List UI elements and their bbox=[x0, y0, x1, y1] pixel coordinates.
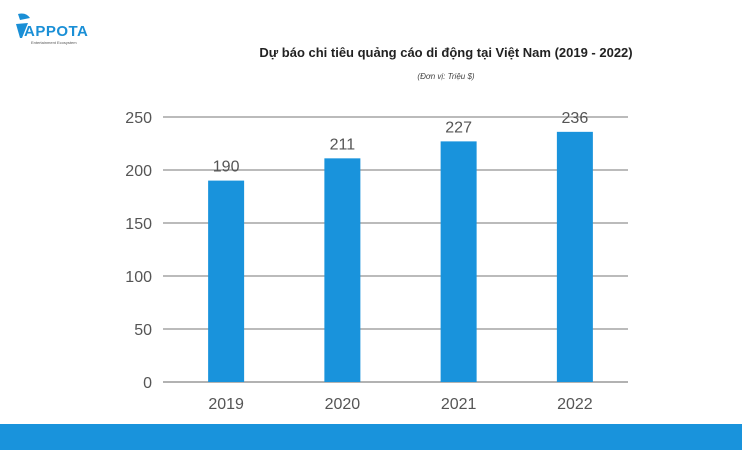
data-label: 236 bbox=[562, 110, 589, 127]
bar-2020 bbox=[324, 158, 361, 382]
x-tick-label: 2020 bbox=[325, 396, 361, 413]
x-tick-label: 2019 bbox=[208, 396, 244, 413]
y-tick-label: 250 bbox=[125, 110, 152, 127]
y-tick-label: 100 bbox=[125, 269, 152, 286]
y-tick-label: 0 bbox=[143, 375, 152, 392]
x-tick-label: 2021 bbox=[441, 396, 477, 413]
data-label: 227 bbox=[445, 119, 472, 136]
bar-2019 bbox=[208, 180, 245, 382]
footer-band bbox=[0, 424, 742, 450]
logo-text: APPOTA bbox=[24, 23, 89, 40]
y-tick-label: 150 bbox=[125, 216, 152, 233]
bar-2022 bbox=[556, 131, 593, 382]
appota-logo: APPOTA Entertainment Ecosystem bbox=[16, 12, 88, 45]
bar-2021 bbox=[440, 141, 477, 382]
y-tick-label: 200 bbox=[125, 163, 152, 180]
chart-title: Dự báo chi tiêu quảng cáo di động tại Vi… bbox=[259, 45, 633, 60]
data-label: 211 bbox=[330, 136, 356, 153]
y-tick-label: 50 bbox=[134, 322, 152, 339]
chart-subtitle: (Đơn vị: Triệu $) bbox=[417, 72, 475, 81]
logo-tagline: Entertainment Ecosystem bbox=[31, 40, 77, 45]
logo-icon bbox=[16, 13, 30, 38]
data-label: 190 bbox=[213, 159, 240, 176]
x-tick-label: 2022 bbox=[557, 396, 593, 413]
